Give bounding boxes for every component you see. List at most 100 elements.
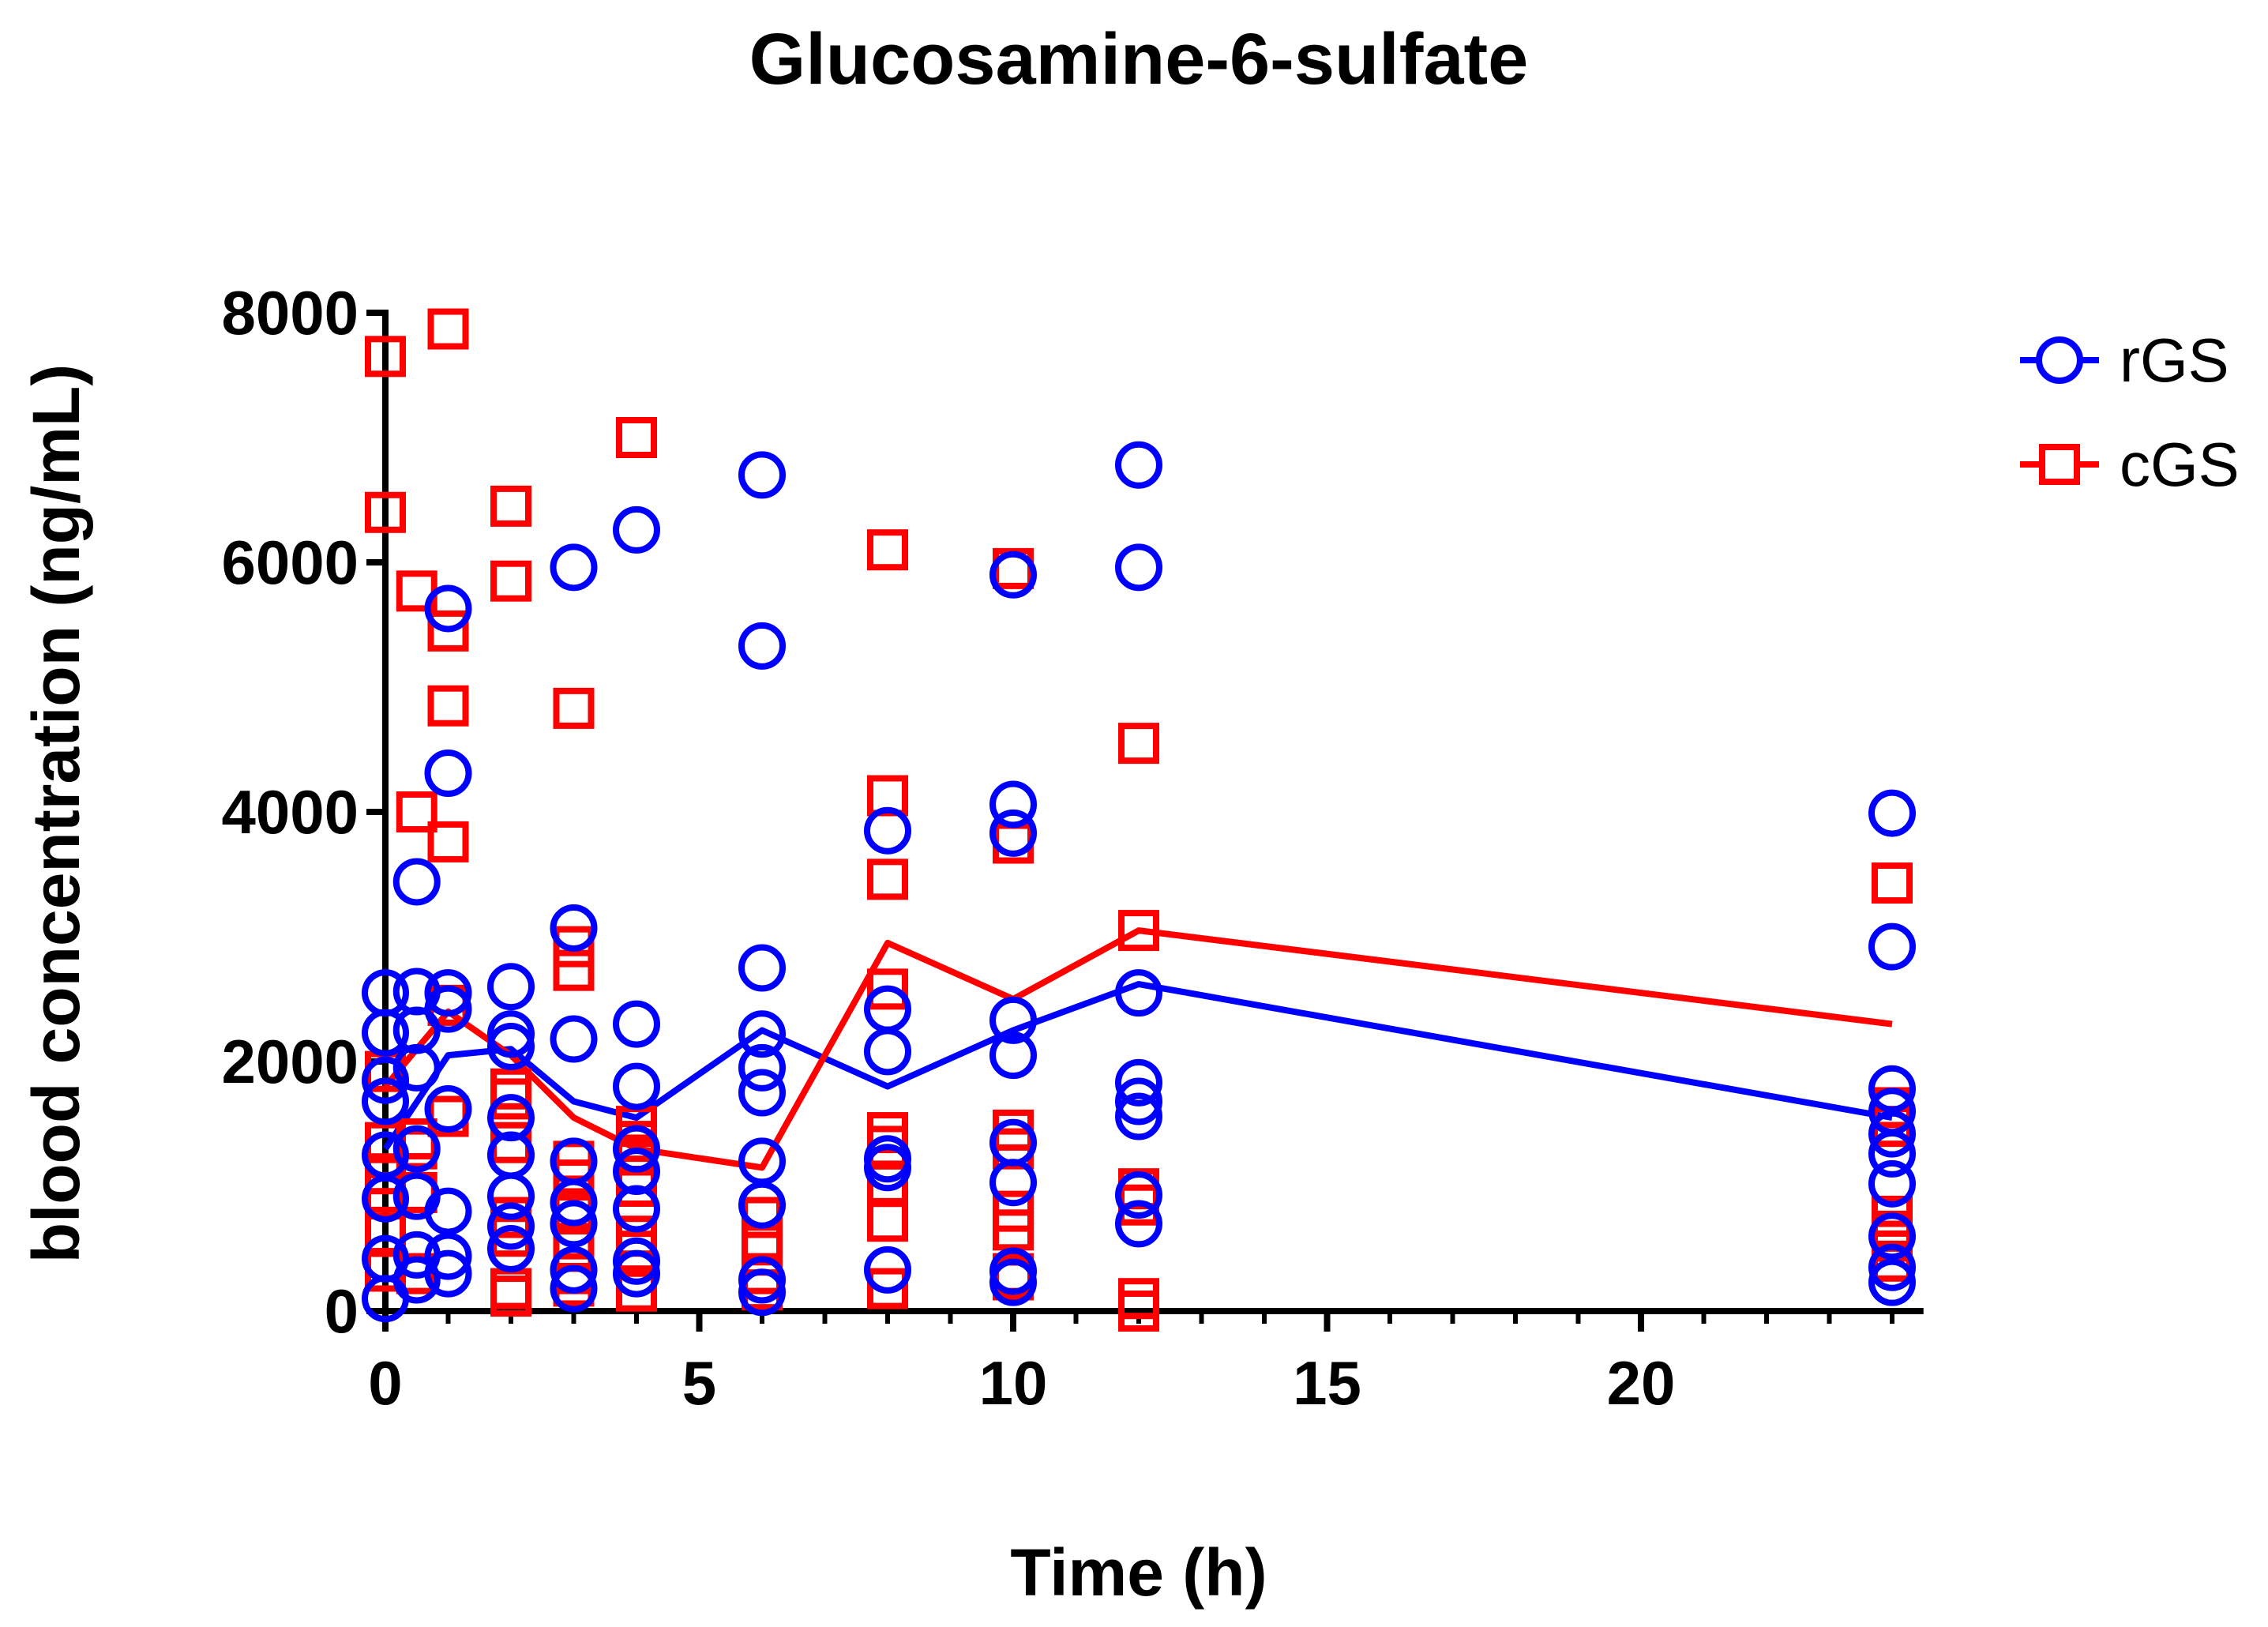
rGS-point <box>424 1187 472 1235</box>
rGS-point <box>1868 922 1916 971</box>
chart-title: Glucosamine-6-sulfate <box>749 19 1529 100</box>
rGS-point <box>738 451 786 499</box>
rGS-point <box>989 780 1037 829</box>
rGS-point <box>1115 441 1162 489</box>
rGS-point <box>1868 1110 1916 1158</box>
rGS-point <box>1868 1212 1916 1261</box>
rGS-point <box>424 750 472 798</box>
rGS-point <box>392 1006 441 1054</box>
rGS-point <box>392 1043 441 1092</box>
cGS-point <box>867 529 908 571</box>
cGS-point <box>490 1078 531 1120</box>
rGS-point <box>864 1028 911 1076</box>
cGS-point <box>490 1276 531 1317</box>
legend: rGS cGS <box>2020 325 2240 499</box>
x-tick-label: 0 <box>368 1348 402 1418</box>
y-tick-label: 6000 <box>221 528 359 597</box>
rGS-point <box>424 1232 472 1280</box>
rGS-point <box>989 1031 1037 1080</box>
rGS-point <box>487 1202 535 1250</box>
rGS-point <box>989 1258 1037 1306</box>
axes: 0 2000 4000 6000 8000 0 5 10 15 20 <box>221 278 1924 1418</box>
rGS-point <box>392 1256 441 1304</box>
series-mean-lines <box>382 927 1893 1171</box>
y-tick-label: 2000 <box>221 1027 359 1096</box>
rGS-point <box>424 969 472 1017</box>
x-tick-label: 5 <box>682 1348 716 1418</box>
rGS-point <box>550 1246 598 1294</box>
cGS-point <box>490 485 531 527</box>
cGS-point <box>993 1209 1034 1251</box>
cGS-point <box>616 1270 657 1312</box>
rGS-point <box>362 1174 409 1223</box>
rGS-point <box>487 1023 535 1071</box>
cGS-point <box>427 308 469 350</box>
rGS-point <box>738 1069 786 1117</box>
rGS-point <box>1115 1171 1162 1219</box>
rGS-point <box>424 985 472 1033</box>
rGS-point <box>989 996 1037 1044</box>
rGS-point <box>487 1094 535 1142</box>
rGS-point <box>738 1043 786 1092</box>
y-tick-label: 8000 <box>221 278 359 348</box>
cGS-point <box>867 1201 908 1242</box>
rGS-point <box>550 1015 598 1063</box>
y-tick-label: 0 <box>325 1276 359 1346</box>
cGS-point <box>365 336 406 378</box>
cGS-point <box>1118 1291 1159 1332</box>
rGS-point <box>487 1225 535 1272</box>
legend-marker <box>2036 336 2083 384</box>
x-tick-label: 20 <box>1607 1348 1676 1418</box>
y-tick-label: 4000 <box>221 777 359 847</box>
rGS-point <box>613 1125 660 1173</box>
rGS-point <box>613 1062 660 1110</box>
rGS-point <box>424 1249 472 1298</box>
rGS-point <box>864 1144 911 1192</box>
cGS-point <box>1118 910 1159 952</box>
rGS-point <box>1868 789 1916 837</box>
rGS-point <box>1115 1077 1162 1125</box>
rGS-point <box>613 1148 660 1196</box>
x-tick-label: 10 <box>979 1348 1048 1418</box>
y-axis-ticks: 0 2000 4000 6000 8000 <box>221 278 385 1346</box>
rGS-point <box>362 1009 409 1057</box>
cGS-point <box>427 821 469 862</box>
legend-item-rGS: rGS <box>2020 325 2229 395</box>
cGS-point <box>553 949 595 991</box>
rGS-point <box>1115 543 1162 592</box>
legend-marker <box>2039 444 2080 485</box>
cGS-point <box>867 1268 908 1309</box>
rGS-point <box>1868 1159 1916 1208</box>
x-tick-label: 15 <box>1293 1348 1361 1418</box>
rGS-point <box>989 809 1037 857</box>
rGS-point <box>1115 1058 1162 1107</box>
rGS-point <box>1868 1129 1916 1178</box>
rGS-point <box>613 1000 660 1048</box>
rGS-point <box>613 1237 660 1285</box>
rGS-point <box>424 1085 472 1133</box>
rGS-point <box>864 806 911 855</box>
rGS-point <box>1115 969 1162 1017</box>
cGS-point <box>867 859 908 900</box>
cGS-point <box>365 491 406 533</box>
rGS-point <box>738 1268 786 1317</box>
series-points <box>362 308 1916 1332</box>
rGS-point <box>392 858 441 906</box>
rGS-point <box>613 505 660 554</box>
rGS-mean-line <box>382 981 1893 1151</box>
cGS-point <box>616 417 657 458</box>
rGS-point <box>550 904 598 952</box>
rGS-point <box>1868 1243 1916 1291</box>
rGS-point <box>1868 1065 1916 1113</box>
rGS-point <box>989 1159 1037 1207</box>
rGS-point <box>738 1010 786 1058</box>
rGS-point <box>738 944 786 992</box>
rGS-point <box>487 1172 535 1220</box>
rGS-point <box>362 1056 409 1104</box>
rGS-point <box>1115 1200 1162 1248</box>
cGS-point <box>1118 723 1159 765</box>
rGS-point <box>1115 1092 1162 1140</box>
cGS-point <box>553 1159 595 1201</box>
rGS-point <box>550 1264 598 1313</box>
rGS-point <box>550 543 598 592</box>
